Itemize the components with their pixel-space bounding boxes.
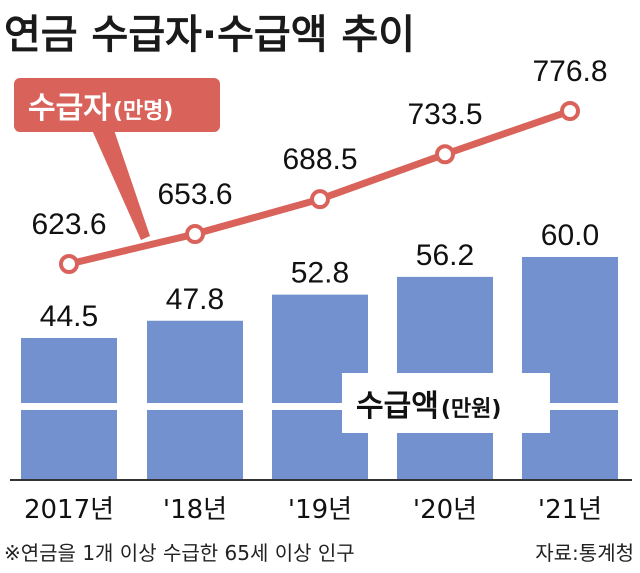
bar-band xyxy=(272,403,368,410)
x-tick-labels: 2017년 '18년 '19년 '20년 '21년 xyxy=(24,495,602,525)
line-value-label: 733.5 xyxy=(407,98,482,131)
line-series xyxy=(59,101,580,274)
line-value-label: 623.6 xyxy=(31,208,106,241)
line-legend: 수급자(만명) xyxy=(14,78,220,240)
x-tick-label: '21년 xyxy=(538,495,602,525)
bar-value-label: 52.8 xyxy=(291,257,349,290)
chart-title: 연금 수급자·수급액 추이 xyxy=(4,12,415,58)
bar-legend-unit: (만원) xyxy=(441,397,502,422)
bar-value-label: 60.0 xyxy=(541,219,599,252)
line-point xyxy=(560,101,580,121)
line-legend-pointer xyxy=(92,130,150,240)
line-point xyxy=(310,189,330,210)
line-point xyxy=(435,144,455,165)
bar-value-label: 44.5 xyxy=(40,300,98,333)
bar-legend: 수급액(만원) xyxy=(342,373,550,433)
svg-text:수급자(만명): 수급자(만명) xyxy=(28,91,173,126)
line-value-label: 776.8 xyxy=(532,55,607,88)
x-tick-label: '20년 xyxy=(413,495,477,525)
bar-value-label: 56.2 xyxy=(416,239,474,272)
bar-value-labels: 44.5 47.8 52.8 56.2 60.0 xyxy=(40,219,599,333)
line-value-labels: 623.6 653.6 688.5 733.5 776.8 xyxy=(31,55,607,241)
bar-value-label: 47.8 xyxy=(166,283,224,316)
line-legend-unit: (만명) xyxy=(113,99,174,124)
x-tick-label: '18년 xyxy=(163,495,227,525)
bar xyxy=(522,257,618,480)
bar-band xyxy=(21,403,117,410)
line-point xyxy=(59,254,79,274)
line-legend-box xyxy=(14,78,220,132)
bar-series xyxy=(21,257,618,480)
bar-band xyxy=(147,403,243,410)
svg-text:수급액(만원): 수급액(만원) xyxy=(356,389,501,424)
line-legend-name: 수급자 xyxy=(28,91,111,126)
line-point xyxy=(185,224,205,245)
line-value-label: 653.6 xyxy=(157,178,232,211)
line-value-label: 688.5 xyxy=(282,143,357,176)
bar-legend-box xyxy=(342,373,550,433)
source: 자료:통계청 xyxy=(535,541,634,565)
bar xyxy=(147,320,243,480)
x-tick-label: 2017년 xyxy=(24,495,114,525)
bar-legend-name: 수급액 xyxy=(356,389,439,424)
line-path xyxy=(68,107,572,268)
x-tick-label: '19년 xyxy=(288,495,352,525)
footnote: ※연금을 1개 이상 수급한 65세 이상 인구 xyxy=(4,541,355,565)
bar-band xyxy=(522,403,618,410)
